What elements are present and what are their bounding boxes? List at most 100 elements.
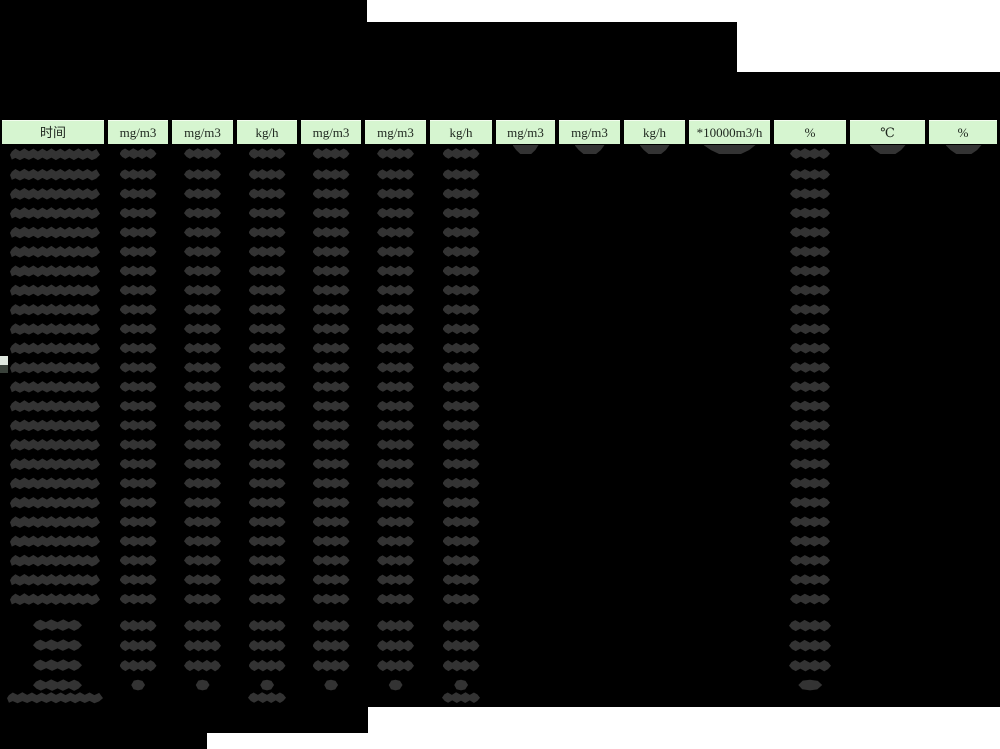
table-row-hour: [0, 397, 1000, 416]
redacted-cell-value: [184, 555, 221, 566]
redacted-cell-value: [10, 573, 100, 586]
redaction-block-table-backdrop: [0, 72, 1000, 707]
redacted-cell-value: [798, 679, 823, 691]
redacted-cell-value: [442, 284, 480, 296]
redacted-cell-value: [10, 400, 100, 413]
redacted-cell-value: [248, 207, 286, 219]
header-cell-12: ℃: [850, 120, 925, 144]
redacted-cell-value: [10, 245, 100, 258]
redacted-cell-value: [377, 458, 414, 470]
redacted-cell-value: [442, 207, 480, 219]
redacted-cell-value: [442, 659, 480, 672]
table-row-hour: [0, 416, 1000, 435]
redacted-cell-value: [10, 419, 100, 432]
redacted-cell-value: [184, 639, 221, 652]
redacted-cell-value: [790, 207, 830, 219]
redacted-cell-value: [10, 516, 100, 528]
redacted-cell-value: [312, 619, 350, 632]
redacted-cell-value: [184, 207, 221, 219]
redacted-cell-value: [312, 639, 350, 652]
redacted-cell-value: [248, 659, 286, 672]
redacted-cell-value: [442, 169, 480, 180]
redacted-cell-value: [790, 381, 830, 393]
redacted-cell-value: [184, 284, 221, 296]
redacted-cell-value: [312, 148, 350, 159]
redacted-cell-value: [10, 342, 100, 355]
redacted-cell-value: [10, 303, 100, 316]
redacted-cell-value: [10, 148, 100, 161]
header-cell-9: kg/h: [624, 120, 685, 144]
redacted-cell-value: [10, 207, 100, 220]
redacted-cell-value: [388, 679, 403, 691]
redacted-cell-value: [184, 169, 221, 180]
header-cell-5: mg/m3: [365, 120, 426, 144]
redacted-cell-value: [377, 362, 414, 373]
redacted-cell-value: [790, 574, 830, 586]
table-row-hour: [0, 300, 1000, 319]
redacted-cell-value: [312, 535, 350, 547]
redacted-cell-value: [10, 554, 100, 567]
redacted-cell-value: [442, 226, 480, 238]
left-edge-artifact-dark: [0, 365, 8, 373]
header-cell-1: mg/m3: [108, 120, 168, 144]
redacted-cell-value: [10, 226, 100, 239]
redaction-block-title: [0, 22, 737, 72]
redacted-cell-value: [184, 574, 221, 586]
redacted-cell-value: [442, 458, 480, 470]
redacted-cell-value: [10, 593, 100, 606]
table-row-hour: [0, 320, 1000, 339]
redacted-cell-value: [377, 304, 414, 315]
redacted-cell-value: [312, 188, 350, 200]
redacted-cell-value: [119, 265, 157, 277]
header-cell-0: 时间: [2, 120, 104, 144]
redacted-cell-value: [119, 169, 157, 180]
redacted-cell-value: [260, 679, 275, 691]
redacted-cell-value: [312, 381, 350, 393]
redacted-cell-value: [248, 439, 286, 450]
redacted-cell-value: [442, 419, 480, 431]
redacted-cell-value: [790, 304, 830, 315]
redacted-cell-value: [312, 284, 350, 296]
redacted-cell-value: [184, 226, 221, 238]
redacted-cell-value: [790, 169, 830, 180]
table-row-hour: [0, 243, 1000, 262]
redacted-cell-value: [377, 400, 414, 412]
redacted-cell-value: [33, 659, 82, 671]
redacted-cell-value: [377, 148, 414, 159]
redacted-cell-value: [312, 362, 350, 373]
redacted-cell-value: [119, 226, 157, 238]
redacted-cell-value: [119, 304, 157, 315]
redacted-cell-value: [248, 362, 286, 373]
redacted-cell-value: [312, 400, 350, 412]
redacted-cell-value: [312, 169, 350, 180]
redacted-cell-value: [10, 265, 100, 277]
redacted-cell-value: [574, 145, 605, 154]
redacted-cell-value: [248, 593, 286, 605]
redacted-cell-value: [119, 639, 157, 652]
redacted-cell-value: [377, 381, 414, 393]
redacted-cell-value: [119, 659, 157, 672]
redacted-cell-value: [790, 555, 830, 566]
redacted-cell-value: [703, 145, 756, 154]
table-row-hour: [0, 165, 1000, 184]
redacted-cell-value: [131, 679, 146, 691]
redacted-cell-value: [184, 342, 221, 354]
redacted-cell-value: [248, 619, 286, 632]
redacted-cell-value: [248, 284, 286, 296]
redacted-cell-value: [184, 381, 221, 393]
redacted-cell-value: [442, 304, 480, 315]
redacted-cell-value: [377, 226, 414, 238]
header-cell-3: kg/h: [237, 120, 297, 144]
redacted-cell-value: [184, 439, 221, 450]
redacted-cell-value: [442, 439, 480, 450]
redacted-cell-value: [10, 187, 100, 200]
header-cell-4: mg/m3: [301, 120, 361, 144]
left-edge-artifact-light: [0, 356, 8, 365]
redacted-cell-value: [248, 535, 286, 547]
redacted-cell-value: [119, 246, 157, 257]
redacted-cell-value: [248, 574, 286, 586]
redacted-cell-value: [312, 419, 350, 431]
redacted-cell-value: [119, 381, 157, 393]
redacted-cell-value: [442, 342, 480, 354]
